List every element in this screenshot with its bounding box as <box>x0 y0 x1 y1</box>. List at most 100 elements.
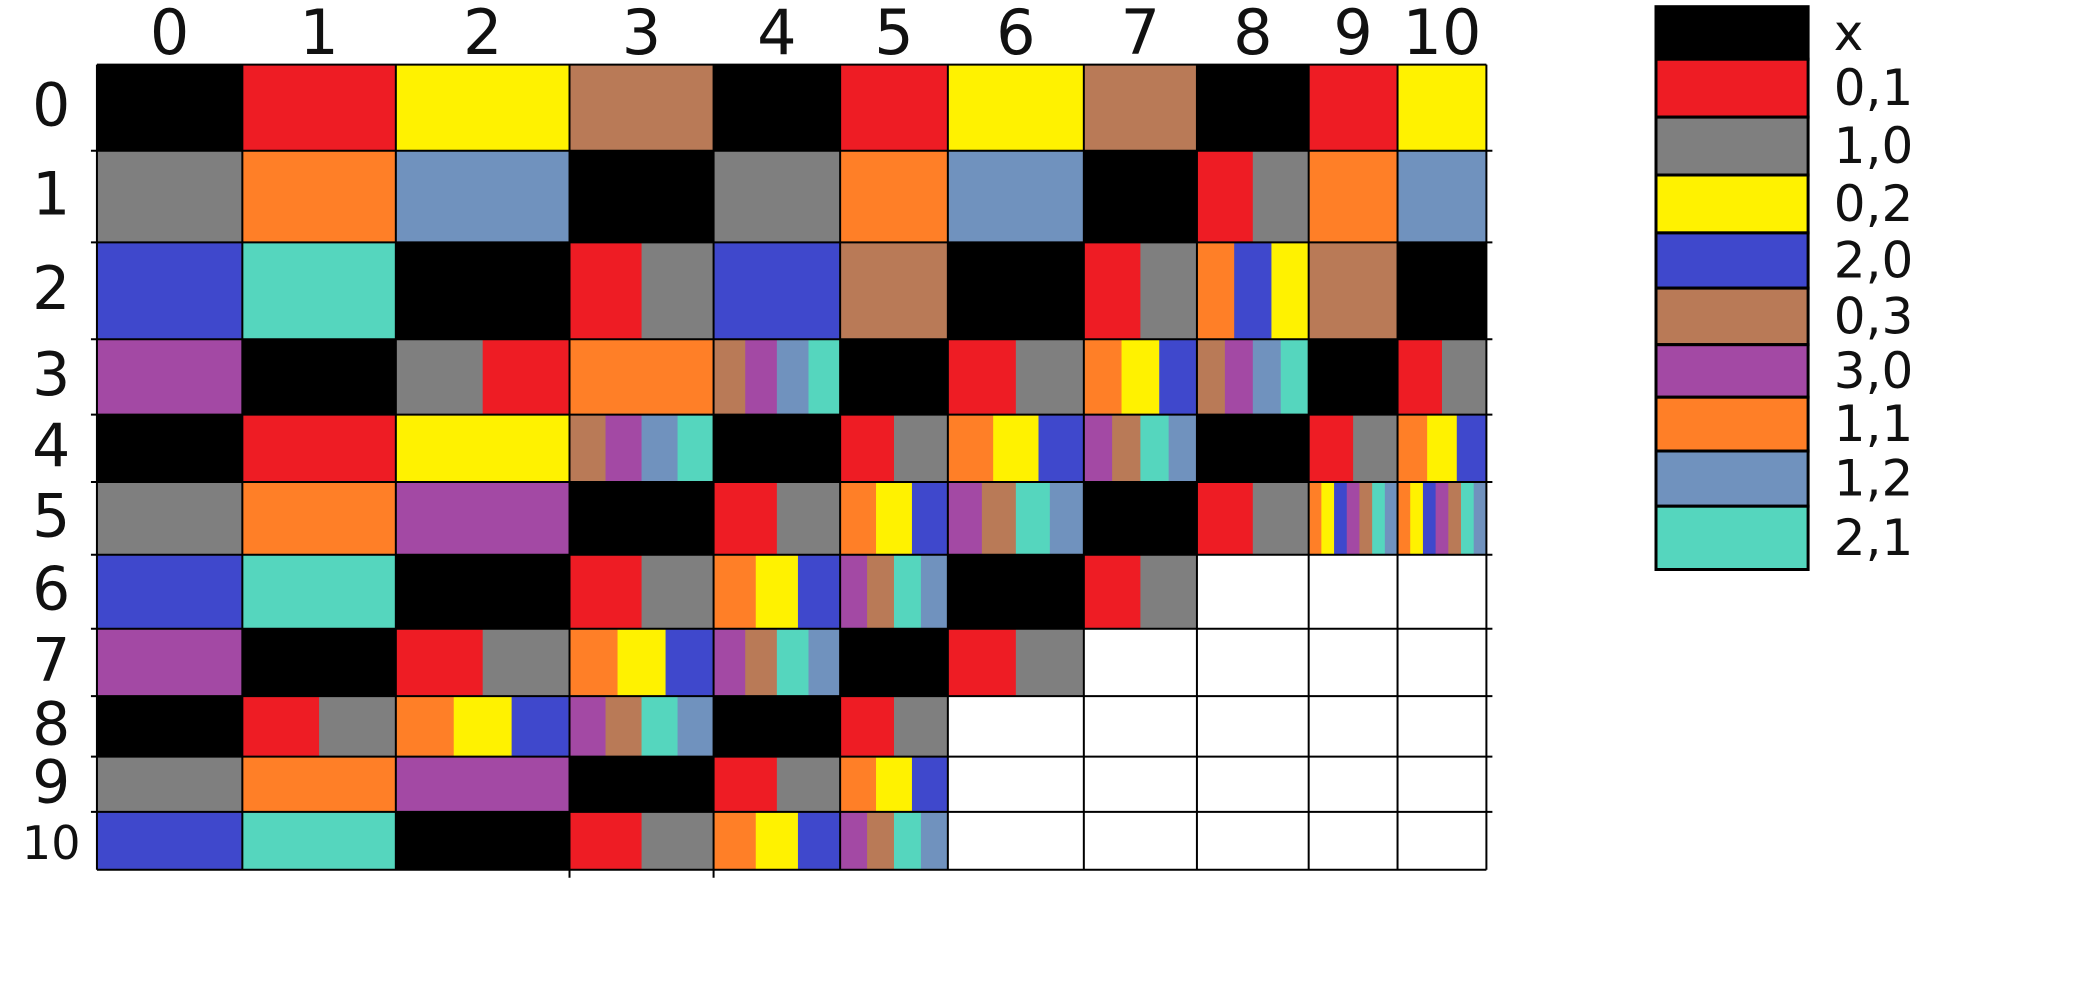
cell-r1-c2 <box>395 150 571 243</box>
legend-swatch <box>1654 57 1810 119</box>
cell-r6-c2 <box>395 554 571 629</box>
cell-segment-1-0 <box>1353 414 1399 482</box>
column-label-5: 5 <box>874 0 913 69</box>
cell-segment-1-1 <box>1397 482 1411 555</box>
row-label-5: 5 <box>32 481 70 551</box>
cell-r4-c3 <box>569 414 715 482</box>
cell-r10-c1 <box>242 811 397 870</box>
cell-segment-0-3 <box>867 811 895 870</box>
cell-segment-0-1 <box>1196 482 1254 555</box>
cell-segment-empty <box>1308 696 1399 757</box>
cell-segment-0-1 <box>1308 414 1354 482</box>
cell-r7-c2 <box>395 628 571 697</box>
cell-segment-2-0 <box>511 696 571 757</box>
cell-segment-2-0 <box>797 554 841 629</box>
cell-r2-c8 <box>1196 242 1310 340</box>
column-label-9: 9 <box>1333 0 1372 69</box>
cell-segment-x <box>1196 414 1310 482</box>
legend-swatch <box>1654 5 1810 61</box>
cell-segment-1-0 <box>641 811 715 870</box>
cell-segment-1-2 <box>677 696 715 757</box>
cell-segment-x <box>1196 64 1310 151</box>
cell-segment-3-0 <box>1435 482 1449 555</box>
cell-r6-c9 <box>1308 554 1399 629</box>
cell-segment-2-1 <box>1372 482 1386 555</box>
legend-swatch <box>1654 173 1810 235</box>
cell-segment-1-1 <box>1083 339 1123 415</box>
cell-segment-0-1 <box>1308 64 1399 151</box>
cell-segment-2-1 <box>776 628 809 697</box>
cell-r5-c3 <box>569 482 715 555</box>
cell-r7-c9 <box>1308 628 1399 697</box>
cell-segment-empty <box>1083 811 1198 870</box>
cell-segment-x <box>947 554 1085 629</box>
cell-segment-0-2 <box>1397 64 1487 151</box>
cell-segment-0-2 <box>1121 339 1160 415</box>
cell-segment-1-0 <box>1252 482 1310 555</box>
cell-segment-1-0 <box>319 696 397 757</box>
cell-segment-x <box>1083 150 1198 243</box>
cell-segment-1-1 <box>242 482 397 555</box>
cell-r2-c6 <box>947 242 1085 340</box>
legend-entry-x: x <box>1654 4 1863 62</box>
cell-segment-empty <box>947 696 1085 757</box>
cell-segment-1-0 <box>641 242 715 340</box>
cell-segment-1-2 <box>1049 482 1085 555</box>
cell-r5-c1 <box>242 482 397 555</box>
cell-r0-c7 <box>1083 64 1198 151</box>
column-label-8: 8 <box>1233 0 1272 69</box>
cell-segment-0-3 <box>1196 339 1226 415</box>
cell-r2-c5 <box>840 242 949 340</box>
cell-segment-0-2 <box>395 414 571 482</box>
cell-r0-c1 <box>242 64 397 151</box>
cell-r0-c3 <box>569 64 715 151</box>
cell-r9-c8 <box>1196 756 1310 812</box>
cell-r6-c0 <box>96 554 243 629</box>
cell-segment-0-1 <box>840 64 949 151</box>
cell-segment-0-2 <box>876 756 913 812</box>
cell-segment-1-0 <box>713 150 841 243</box>
cell-segment-0-3 <box>713 339 746 415</box>
cell-segment-0-3 <box>1448 482 1462 555</box>
cell-segment-2-1 <box>242 811 397 870</box>
column-label-3: 3 <box>622 0 661 69</box>
cell-segment-x <box>569 150 715 243</box>
cell-segment-2-0 <box>1234 242 1272 340</box>
cell-segment-1-1 <box>840 756 877 812</box>
cell-r4-c9 <box>1308 414 1399 482</box>
cell-r7-c0 <box>96 628 243 697</box>
cell-r5-c6 <box>947 482 1085 555</box>
cell-segment-0-1 <box>242 696 320 757</box>
cell-segment-0-3 <box>745 628 778 697</box>
cell-segment-1-0 <box>482 628 571 697</box>
cell-segment-x <box>96 696 243 757</box>
cell-r3-c3 <box>569 339 715 415</box>
cell-segment-0-2 <box>1427 414 1458 482</box>
legend-label: 1,0 <box>1834 117 1914 175</box>
cell-segment-0-3 <box>605 696 643 757</box>
cell-segment-empty <box>1397 554 1487 629</box>
cell-segment-1-1 <box>840 482 877 555</box>
cell-r8-c6 <box>947 696 1085 757</box>
cell-segment-x <box>96 64 243 151</box>
cell-r10-c9 <box>1308 811 1399 870</box>
cell-segment-2-1 <box>677 414 715 482</box>
cell-segment-0-1 <box>242 64 397 151</box>
cell-segment-empty <box>1196 811 1310 870</box>
cell-segment-3-0 <box>569 696 607 757</box>
cell-r1-c9 <box>1308 150 1399 243</box>
cell-segment-0-1 <box>482 339 571 415</box>
cell-segment-2-1 <box>1461 482 1475 555</box>
cell-segment-x <box>395 242 571 340</box>
cell-segment-2-0 <box>96 554 243 629</box>
cell-segment-x <box>242 339 397 415</box>
cell-r3-c8 <box>1196 339 1310 415</box>
cell-segment-1-0 <box>1015 628 1085 697</box>
cell-r6-c1 <box>242 554 397 629</box>
cell-segment-2-0 <box>1159 339 1198 415</box>
cell-segment-2-0 <box>713 242 841 340</box>
cell-segment-0-1 <box>569 811 643 870</box>
cell-r1-c7 <box>1083 150 1198 243</box>
cell-r0-c0 <box>96 64 243 151</box>
